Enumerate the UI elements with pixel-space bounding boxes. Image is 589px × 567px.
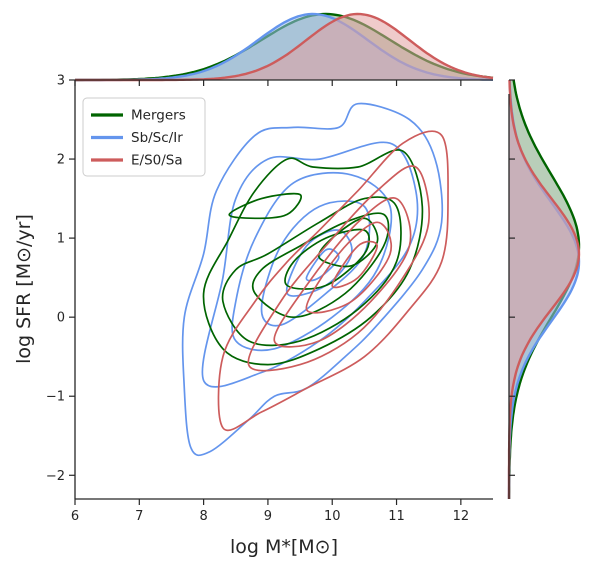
y-tick-label: −1 xyxy=(46,390,65,405)
x-tick-label: 11 xyxy=(388,509,405,524)
marginal-x-fill-e-s0-sa xyxy=(75,14,493,80)
x-axis-title: log M*[M⊙] xyxy=(230,536,338,558)
contour-level-1 xyxy=(202,149,424,366)
x-tick-label: 7 xyxy=(135,509,143,524)
contour-level-3 xyxy=(221,196,402,347)
contour-level-3 xyxy=(231,171,393,352)
y-tick-label: 3 xyxy=(57,74,65,89)
contour-level-4 xyxy=(251,212,390,319)
x-tick-label: 9 xyxy=(264,509,272,524)
legend-label: E/S0/Sa xyxy=(131,153,183,169)
y-tick-label: 1 xyxy=(57,232,65,247)
x-tick-label: 8 xyxy=(199,509,207,524)
contour-level-1 xyxy=(217,130,449,432)
legend-label: Sb/Sc/Ir xyxy=(131,130,183,146)
contour-level-5 xyxy=(284,228,371,290)
contour-level-1 xyxy=(181,102,444,457)
legend-box xyxy=(82,97,206,177)
contour-level-5 xyxy=(331,240,379,289)
y-ticks: −2 −1 0 1 2 3 xyxy=(46,74,515,484)
x-tick-label: 10 xyxy=(324,509,341,524)
contour-level-4 xyxy=(305,221,392,314)
contour-level-2 xyxy=(228,192,302,220)
x-ticks: 6 7 8 9 10 11 12 xyxy=(71,80,469,524)
x-tick-label: 12 xyxy=(453,509,470,524)
marginal-x-density xyxy=(75,12,494,82)
marginal-y-density xyxy=(507,79,581,499)
y-axis-title: log SFR [M⊙/yr] xyxy=(13,214,35,364)
contour-level-2 xyxy=(247,165,430,372)
contour-level-2 xyxy=(201,141,419,388)
contour-level-6 xyxy=(305,248,340,282)
x-tick-label: 6 xyxy=(71,509,79,524)
y-tick-label: −2 xyxy=(46,469,65,484)
legend-label: Mergers xyxy=(131,108,186,124)
marginal-y-fill-e-s0-sa xyxy=(509,80,579,499)
contour-level-3 xyxy=(273,197,412,348)
kde-contours xyxy=(181,102,449,457)
series-e-s0-sa xyxy=(217,130,449,432)
y-tick-label: 2 xyxy=(57,153,65,168)
legend: Mergers Sb/Sc/Ir E/S0/Sa xyxy=(82,97,206,177)
y-tick-label: 0 xyxy=(57,311,65,326)
